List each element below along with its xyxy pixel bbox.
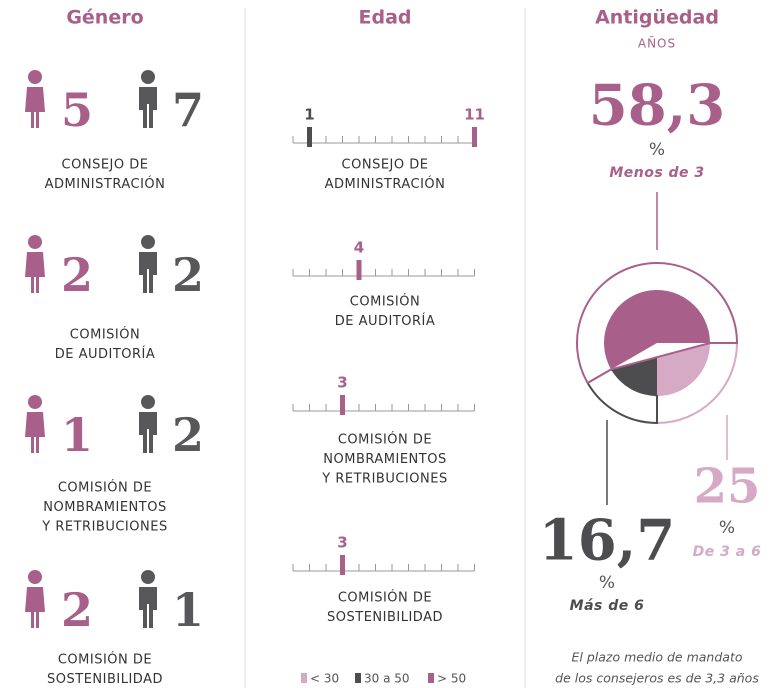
legend-swatch [428,673,434,683]
segment-name: Menos de 3 [609,165,704,181]
icon-body [139,587,157,628]
men-count: 2 [172,408,204,462]
column-title: Antigüedad [595,7,719,29]
legend-label: < 30 [310,672,339,686]
note: de los consejeros es de 3,3 años [555,671,759,686]
row-label: COMISIÓN DE [338,590,432,606]
column-subtitle: AÑOS [638,36,676,51]
man-icon [139,570,157,628]
age-marker [340,395,345,415]
pie-slice [604,290,710,370]
row-label: ADMINISTRACIÓN [45,176,166,192]
pie-slice [657,343,710,396]
percent-value: 58,3 [589,73,725,139]
legend-label: 30 a 50 [364,672,410,686]
icon-head [28,70,42,84]
icon-head [28,235,42,249]
legend-label: > 50 [437,672,466,686]
icon-body [25,412,45,453]
icon-body [139,412,157,453]
man-icon [139,70,157,128]
icon-body [25,587,45,628]
icon-head [28,395,42,409]
men-count: 7 [172,83,204,137]
icon-body [25,252,45,293]
age-value: 4 [354,239,364,257]
icon-head [141,395,155,409]
woman-icon [25,570,45,628]
percent-unit: % [599,573,615,593]
men-count: 1 [172,583,204,637]
row-label: DE AUDITORÍA [55,346,156,362]
percent-unit: % [719,518,735,538]
percent-value: 25 [694,459,761,515]
woman-icon [25,70,45,128]
age-value: 3 [337,374,347,392]
row-label: DE AUDITORÍA [335,313,436,329]
segment-name: De 3 a 6 [693,544,762,560]
percent-unit: % [649,140,665,160]
note: El plazo medio de mandato [572,650,743,665]
row-label: COMISIÓN [350,294,420,310]
row-label: Y RETRIBUCIONES [321,472,447,487]
row-label: COMISIÓN DE [58,652,152,668]
women-count: 2 [61,583,93,637]
row-label: CONSEJO DE [342,158,429,173]
legend-swatch [301,673,307,683]
woman-icon [25,235,45,293]
icon-head [141,570,155,584]
row-label: COMISIÓN DE [338,432,432,448]
women-count: 2 [61,248,93,302]
icon-body [139,87,157,128]
row-label: ADMINISTRACIÓN [325,176,446,192]
man-icon [139,235,157,293]
age-marker [340,555,345,575]
icon-head [141,70,155,84]
row-label: COMISIÓN DE [58,480,152,496]
row-label: COMISIÓN [70,327,140,343]
legend-swatch [355,673,361,683]
men-count: 2 [172,248,204,302]
row-label: Y RETRIBUCIONES [41,520,167,535]
age-value: 1 [304,106,314,124]
age-value: 3 [337,534,347,552]
women-count: 1 [61,408,93,462]
age-marker [472,127,477,147]
segment-name: Más de 6 [570,598,645,614]
age-value: 11 [464,106,485,124]
column-title: Edad [358,7,411,29]
row-label: NOMBRAMIENTOS [43,500,166,515]
column-title: Género [66,7,143,29]
row-label: CONSEJO DE [62,158,149,173]
women-count: 5 [61,83,93,137]
percent-value: 16,7 [539,508,675,574]
icon-body [25,87,45,128]
icon-head [141,235,155,249]
woman-icon [25,395,45,453]
row-label: NOMBRAMIENTOS [323,452,446,467]
age-marker [356,260,362,280]
man-icon [139,395,157,453]
row-label: SOSTENIBILIDAD [47,672,163,687]
ring-segment [656,342,739,425]
age-marker [307,127,312,147]
icon-head [28,570,42,584]
icon-body [139,252,157,293]
row-label: SOSTENIBILIDAD [327,610,443,625]
